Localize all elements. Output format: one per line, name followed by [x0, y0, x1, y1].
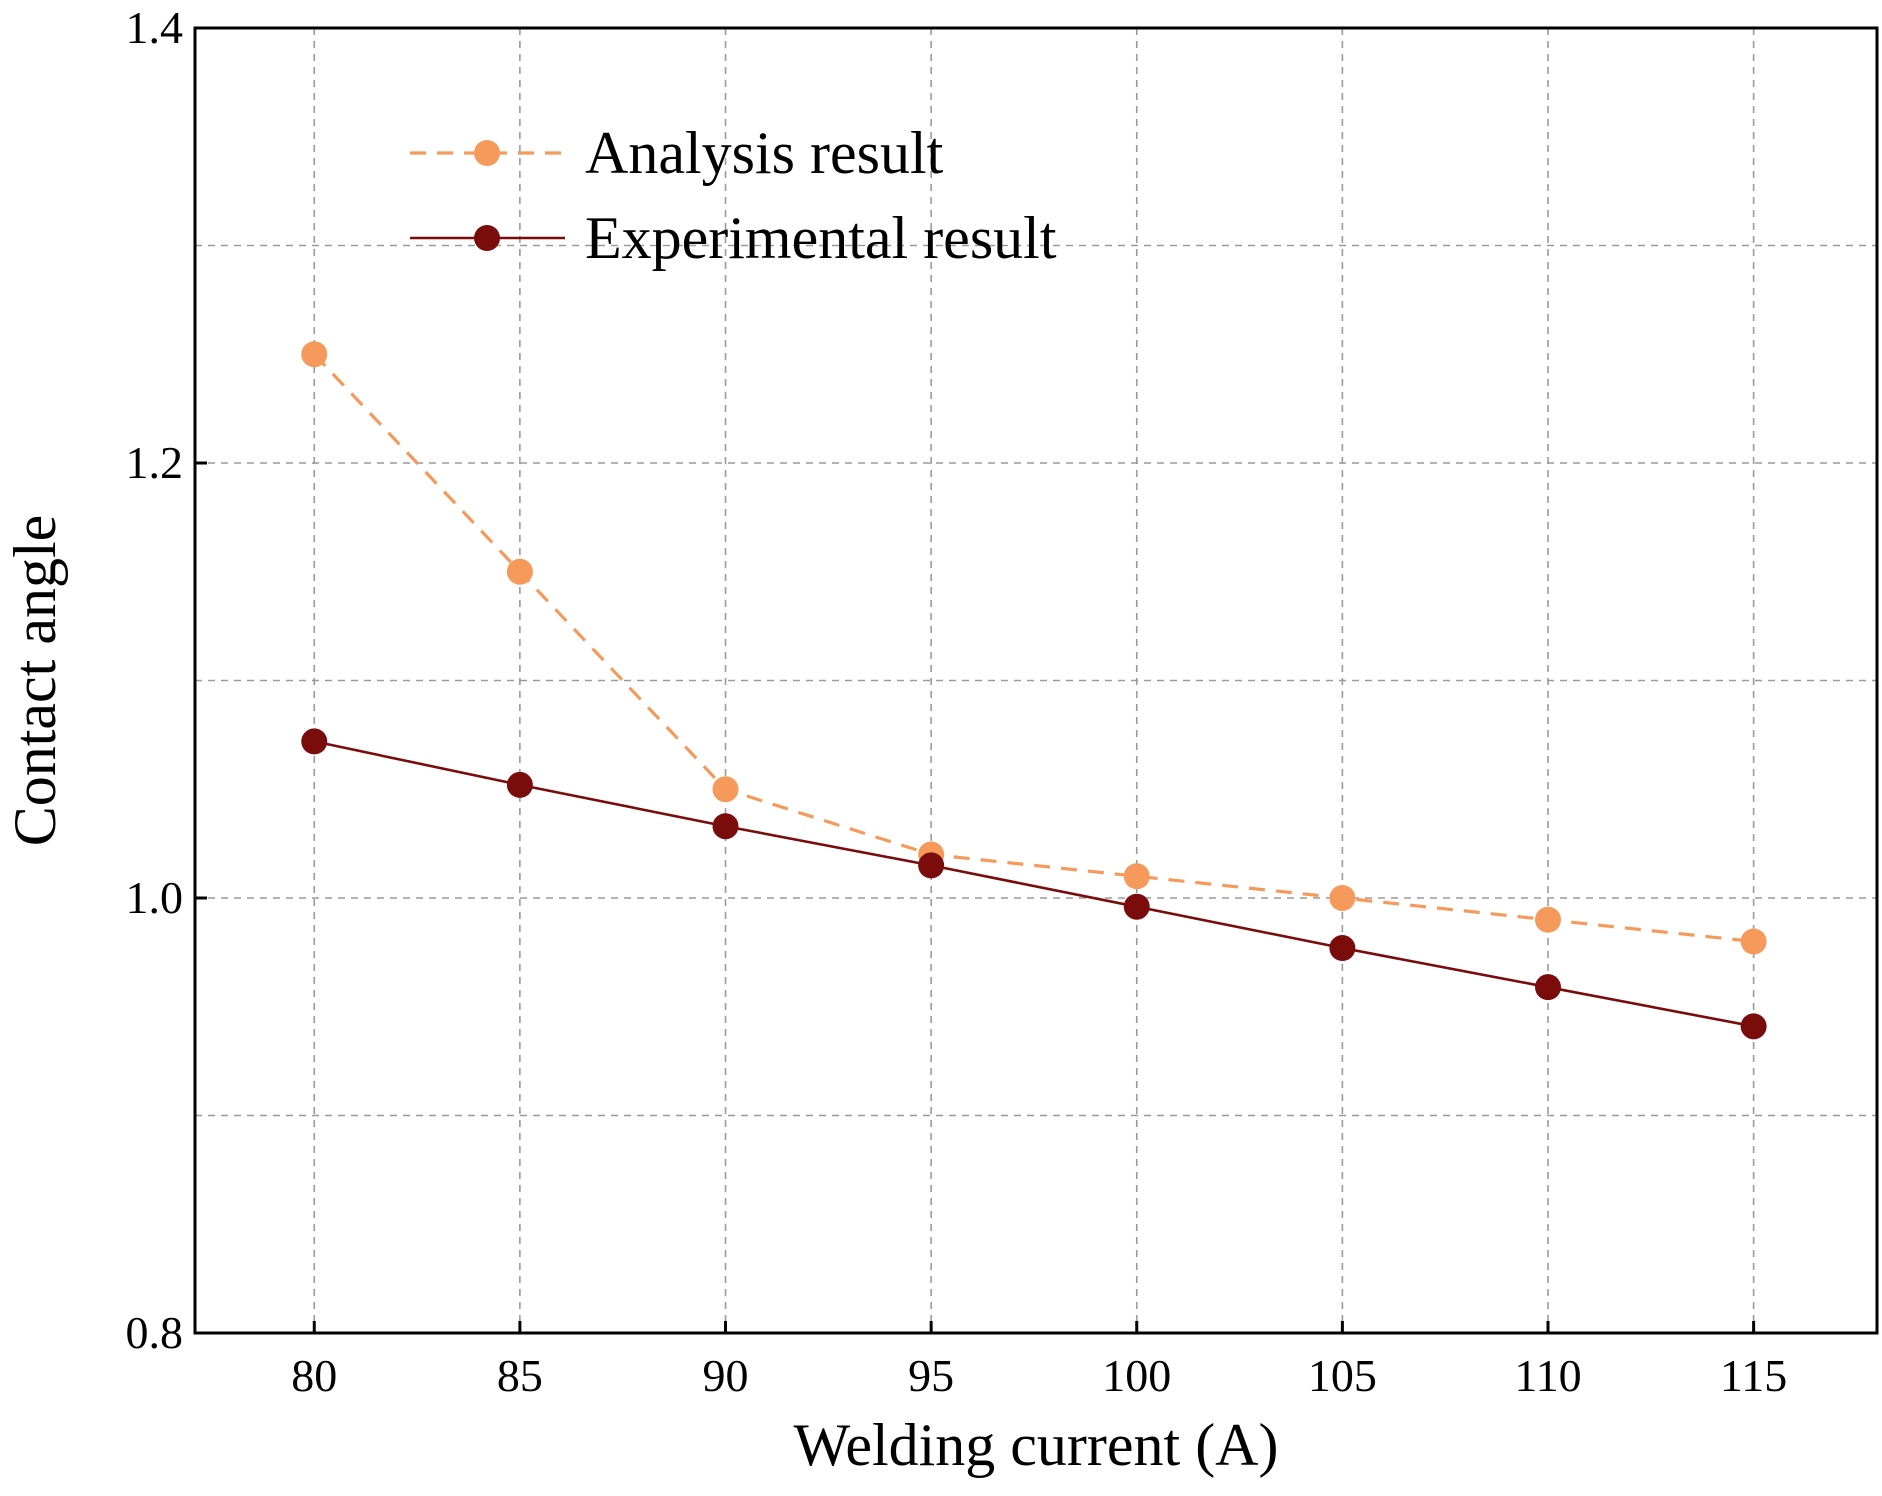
data-point [506, 558, 533, 585]
plot-series [301, 341, 1767, 1040]
legend-marker-analysis [474, 140, 500, 166]
data-point [712, 776, 739, 803]
y-tick-label: 0.8 [126, 1307, 184, 1358]
axis-ticks: 80 85 90 95 100 105 110 115 0.8 1.0 1.2 1.4 [126, 2, 1788, 1401]
x-axis-title: Welding current (A) [794, 1412, 1279, 1478]
data-point [1740, 1013, 1767, 1040]
plot-frame [193, 26, 1879, 1335]
y-tick-label: 1.4 [126, 2, 184, 53]
legend-label-analysis: Analysis result [585, 120, 944, 186]
y-tick-label: 1.0 [126, 872, 184, 923]
y-tick-label: 1.2 [126, 437, 184, 488]
series-analysis [301, 341, 1767, 955]
data-point [1535, 974, 1562, 1001]
series-line [313, 353, 1754, 944]
data-point [301, 341, 328, 368]
data-point [1329, 885, 1356, 911]
x-tick-label: 100 [1102, 1350, 1171, 1401]
legend-label-experimental: Experimental result [585, 205, 1057, 271]
legend: Analysis result Experimental result [410, 120, 1057, 271]
x-tick-label: 105 [1308, 1350, 1377, 1401]
x-tick-label: 110 [1514, 1350, 1581, 1401]
x-tick-label: 85 [497, 1350, 543, 1401]
data-point [1123, 863, 1150, 890]
series-experimental [301, 728, 1767, 1040]
data-point [301, 728, 328, 755]
data-point [1329, 935, 1356, 962]
y-axis-title: Contact angle [2, 515, 68, 847]
grid [195, 28, 1877, 1333]
data-point [1123, 893, 1150, 920]
data-point [1535, 906, 1562, 933]
data-point [712, 813, 739, 840]
data-point [1740, 928, 1767, 955]
series-line [313, 740, 1754, 1028]
legend-marker-experimental [474, 225, 500, 251]
x-tick-label: 80 [291, 1350, 337, 1401]
data-point [918, 852, 945, 879]
data-point [506, 771, 533, 798]
x-tick-label: 90 [703, 1350, 749, 1401]
x-tick-label: 95 [908, 1350, 954, 1401]
x-tick-label: 115 [1720, 1350, 1787, 1401]
